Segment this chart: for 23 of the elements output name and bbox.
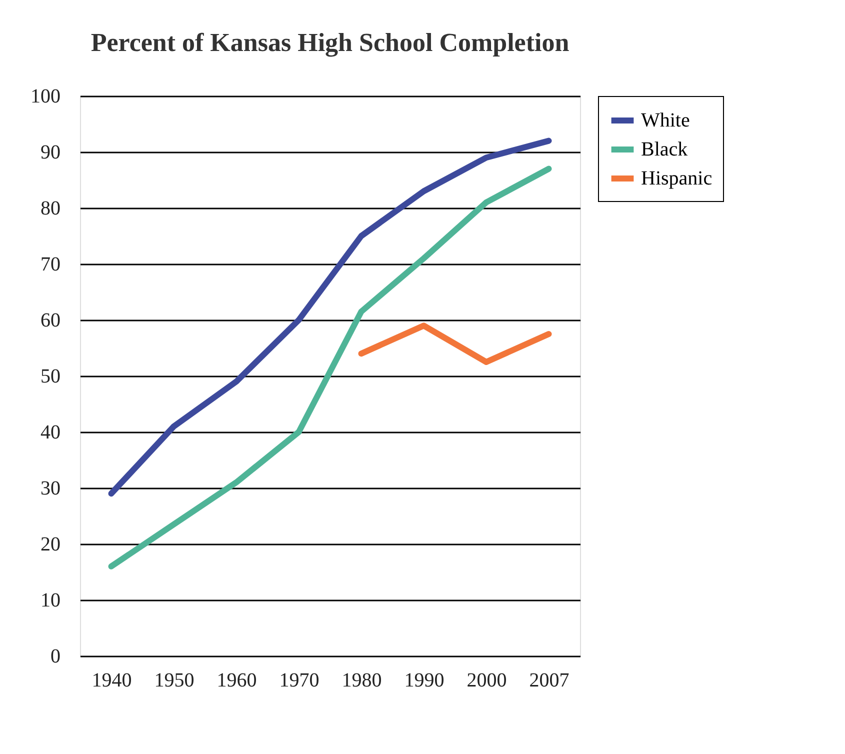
- y-tick-label: 80: [40, 198, 60, 220]
- y-tick-label: 40: [40, 422, 60, 444]
- x-tick-label: 1950: [154, 670, 194, 692]
- x-tick-label: 1970: [279, 670, 320, 692]
- y-tick-label: 20: [40, 534, 60, 556]
- y-tick-label: 50: [40, 366, 60, 388]
- y-tick-label: 70: [40, 254, 60, 276]
- x-tick-label: 1940: [92, 670, 132, 692]
- x-tick-label: 2000: [466, 670, 507, 692]
- y-tick-label: 60: [40, 310, 60, 332]
- y-tick-label: 90: [40, 142, 60, 164]
- y-tick-label: 100: [30, 86, 60, 108]
- x-tick-label: 1990: [404, 670, 444, 692]
- x-tick-label: 1980: [342, 670, 382, 692]
- y-tick-label: 10: [40, 590, 60, 612]
- legend-label: White: [641, 110, 690, 132]
- y-tick-label: 0: [50, 646, 60, 668]
- legend-label: Hispanic: [641, 168, 712, 190]
- chart-title: Percent of Kansas High School Completion: [90, 28, 570, 57]
- legend-label: Black: [641, 138, 688, 160]
- x-tick-label: 2007: [529, 670, 570, 692]
- y-tick-label: 30: [40, 478, 60, 500]
- x-tick-label: 1960: [216, 670, 257, 692]
